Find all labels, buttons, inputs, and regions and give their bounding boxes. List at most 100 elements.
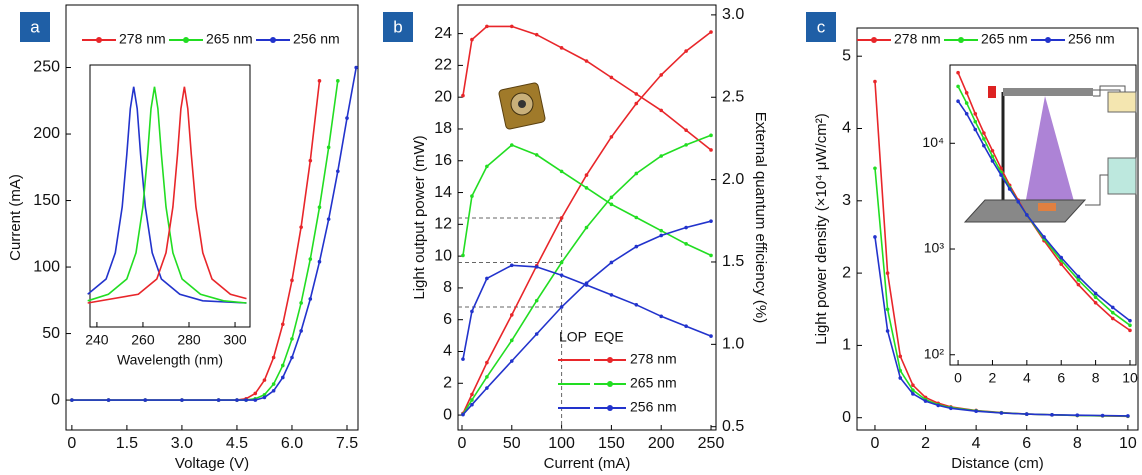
led-die bbox=[518, 100, 526, 108]
data-point bbox=[659, 314, 664, 319]
y-axis-label: Light power density (×10⁴ μW/cm²) bbox=[813, 113, 830, 344]
data-point bbox=[485, 24, 489, 29]
data-point bbox=[509, 143, 514, 147]
sensor bbox=[1038, 203, 1056, 211]
data-point bbox=[964, 101, 969, 105]
x-tick-label: 280 bbox=[177, 332, 201, 348]
legend-marker bbox=[958, 37, 964, 43]
data-point bbox=[634, 92, 639, 96]
data-point bbox=[336, 169, 340, 174]
y2-tick-label: 3.0 bbox=[722, 6, 744, 23]
data-point bbox=[1128, 318, 1132, 323]
data-point bbox=[973, 112, 978, 116]
x-tick-label: 8 bbox=[1092, 370, 1100, 386]
legend-marker bbox=[183, 37, 189, 43]
data-point bbox=[684, 143, 688, 147]
legend-label: 256 nm bbox=[293, 31, 340, 47]
y-tick-label: 50 bbox=[42, 325, 60, 342]
meter-box bbox=[1107, 157, 1137, 195]
data-point bbox=[990, 148, 995, 153]
legend-marker bbox=[607, 381, 613, 387]
y-tick-label: 10 bbox=[434, 247, 452, 264]
panel-label-box bbox=[383, 12, 413, 42]
data-point bbox=[898, 376, 903, 380]
data-point bbox=[1024, 412, 1029, 416]
data-point bbox=[299, 225, 303, 229]
series-line bbox=[462, 25, 712, 151]
data-point bbox=[70, 398, 74, 402]
wire bbox=[1085, 85, 1126, 206]
data-point bbox=[634, 215, 639, 220]
legend-label: 278 nm bbox=[630, 351, 677, 367]
data-point bbox=[290, 337, 294, 341]
x-tick-label: 4 bbox=[1023, 370, 1031, 386]
data-point bbox=[262, 395, 267, 400]
data-point bbox=[534, 332, 539, 336]
data-point bbox=[461, 93, 465, 98]
data-point bbox=[973, 127, 978, 132]
data-point bbox=[999, 411, 1004, 415]
data-point bbox=[485, 164, 489, 169]
data-point bbox=[317, 259, 322, 264]
data-point bbox=[1100, 413, 1105, 418]
data-point bbox=[559, 273, 564, 277]
light-cone bbox=[1025, 96, 1075, 205]
data-point bbox=[280, 375, 285, 380]
data-point bbox=[336, 79, 340, 83]
data-point bbox=[470, 194, 474, 198]
data-point bbox=[885, 271, 890, 275]
x-tick-label: 0 bbox=[67, 435, 76, 452]
legend-marker bbox=[96, 37, 102, 43]
data-point bbox=[534, 153, 539, 157]
x-tick-label: 150 bbox=[598, 435, 625, 452]
data-point bbox=[999, 173, 1003, 177]
data-point bbox=[470, 402, 474, 407]
data-point bbox=[180, 398, 184, 402]
x-tick-label: 3.0 bbox=[171, 435, 193, 452]
panel-label: a bbox=[30, 17, 40, 36]
inset-frame bbox=[89, 64, 251, 328]
x-tick-label: 8 bbox=[1073, 435, 1082, 452]
data-point bbox=[290, 278, 294, 283]
data-point bbox=[244, 398, 248, 402]
y2-tick-label: 2.5 bbox=[722, 88, 744, 105]
data-point bbox=[326, 145, 331, 150]
data-point bbox=[509, 313, 514, 317]
data-point bbox=[470, 392, 474, 397]
x-tick-label: 0 bbox=[871, 435, 880, 452]
data-point bbox=[898, 354, 903, 359]
y-tick-label: 6 bbox=[443, 311, 452, 328]
y-tick-label: 3 bbox=[842, 192, 851, 209]
y-tick-label: 20 bbox=[434, 88, 452, 105]
data-point bbox=[982, 137, 986, 141]
data-point bbox=[709, 334, 713, 338]
y-tick-label: 18 bbox=[434, 120, 452, 137]
x-tick-label: 300 bbox=[223, 332, 247, 348]
data-point bbox=[1076, 278, 1081, 282]
data-point bbox=[1110, 310, 1115, 315]
data-point bbox=[461, 357, 465, 361]
y2-axis-label: External quantum efficiency (%) bbox=[752, 112, 769, 324]
series-line bbox=[462, 134, 712, 415]
data-point bbox=[216, 398, 221, 402]
data-point bbox=[262, 378, 267, 382]
y-tick-label: 150 bbox=[33, 192, 60, 209]
y-axis-label: Light output power (mW) bbox=[411, 135, 428, 299]
legend-label: 265 nm bbox=[981, 31, 1028, 47]
data-point bbox=[143, 398, 148, 402]
data-point bbox=[1093, 291, 1098, 296]
data-point bbox=[280, 322, 285, 327]
x-tick-label: 10 bbox=[1119, 435, 1137, 452]
data-point bbox=[709, 253, 713, 258]
data-point bbox=[609, 195, 614, 200]
x-tick-label: 4.5 bbox=[226, 435, 248, 452]
x-tick-label: 50 bbox=[503, 435, 521, 452]
y-tick-label: 10⁴ bbox=[922, 134, 944, 150]
data-point bbox=[659, 73, 664, 77]
data-point bbox=[584, 283, 589, 287]
data-point bbox=[299, 301, 303, 305]
data-point bbox=[709, 133, 713, 138]
x-tick-label: 260 bbox=[131, 332, 155, 348]
stand-knob bbox=[988, 86, 996, 98]
